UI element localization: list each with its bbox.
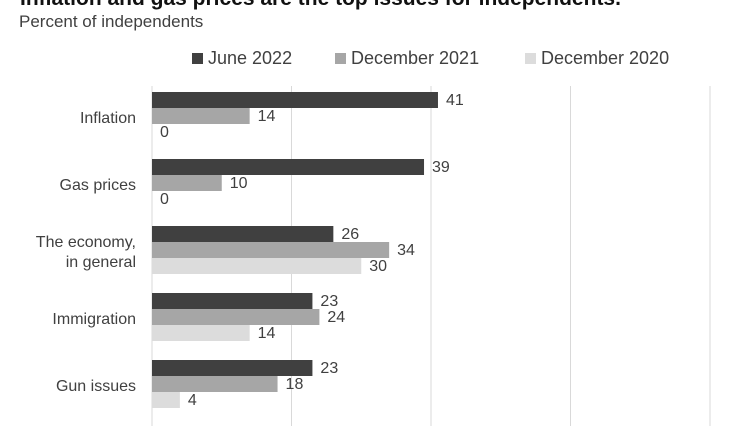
data-label-gas-prices-december-2021: 10 <box>230 175 248 192</box>
legend-item-june-2022: June 2022 <box>192 48 292 69</box>
legend-item-december-2020: December 2020 <box>525 48 669 69</box>
category-label-inflation: Inflation <box>80 110 136 127</box>
data-label-gas-prices-june-2022: 39 <box>432 159 450 176</box>
bar-gas-prices-june-2022 <box>152 159 425 175</box>
bar-the-economy-in-general-june-2022 <box>152 226 334 242</box>
legend-swatch-december-2021 <box>335 53 346 64</box>
bar-inflation-june-2022 <box>152 92 438 108</box>
data-label-the-economy-in-general-june-2022: 26 <box>341 226 359 243</box>
data-label-immigration-december-2020: 14 <box>258 325 276 342</box>
category-label-gun-issues: Gun issues <box>56 378 136 395</box>
bar-the-economy-in-general-december-2021 <box>152 242 390 258</box>
bar-the-economy-in-general-december-2020 <box>152 258 362 274</box>
bar-gun-issues-december-2021 <box>152 376 278 392</box>
data-label-inflation-june-2022: 41 <box>446 92 464 109</box>
legend: June 2022 December 2021 December 2020 <box>0 48 747 74</box>
chart-subtitle: Percent of independents <box>19 12 204 31</box>
bar-immigration-december-2021 <box>152 309 320 325</box>
legend-swatch-june-2022 <box>192 53 203 64</box>
data-label-immigration-december-2021: 24 <box>327 309 345 326</box>
category-label-gas-prices: Gas prices <box>60 177 136 194</box>
data-label-immigration-june-2022: 23 <box>320 293 338 310</box>
legend-label-december-2021: December 2021 <box>351 48 480 68</box>
bar-gas-prices-december-2021 <box>152 175 222 191</box>
chart-title: Inflation and gas prices are the top iss… <box>20 0 621 11</box>
category-label-immigration: Immigration <box>52 311 136 328</box>
category-label-the-economy-in-general: The economy, in general <box>36 234 136 271</box>
bar-immigration-december-2020 <box>152 325 250 341</box>
legend-label-june-2022: June 2022 <box>208 48 293 68</box>
data-label-gas-prices-december-2020: 0 <box>160 191 169 208</box>
legend-swatch-december-2020 <box>525 53 536 64</box>
bar-inflation-december-2021 <box>152 108 250 124</box>
bar-gun-issues-december-2020 <box>152 392 180 408</box>
data-label-gun-issues-december-2020: 4 <box>188 392 197 409</box>
data-label-the-economy-in-general-december-2020: 30 <box>369 258 387 275</box>
bar-gun-issues-june-2022 <box>152 360 313 376</box>
data-label-the-economy-in-general-december-2021: 34 <box>397 242 415 259</box>
data-label-gun-issues-december-2021: 18 <box>286 376 304 393</box>
legend-item-december-2021: December 2021 <box>335 48 479 69</box>
data-label-inflation-december-2020: 0 <box>160 124 169 141</box>
data-label-gun-issues-june-2022: 23 <box>320 360 338 377</box>
legend-label-december-2020: December 2020 <box>541 48 670 68</box>
bar-immigration-june-2022 <box>152 293 313 309</box>
data-label-inflation-december-2021: 14 <box>258 108 276 125</box>
